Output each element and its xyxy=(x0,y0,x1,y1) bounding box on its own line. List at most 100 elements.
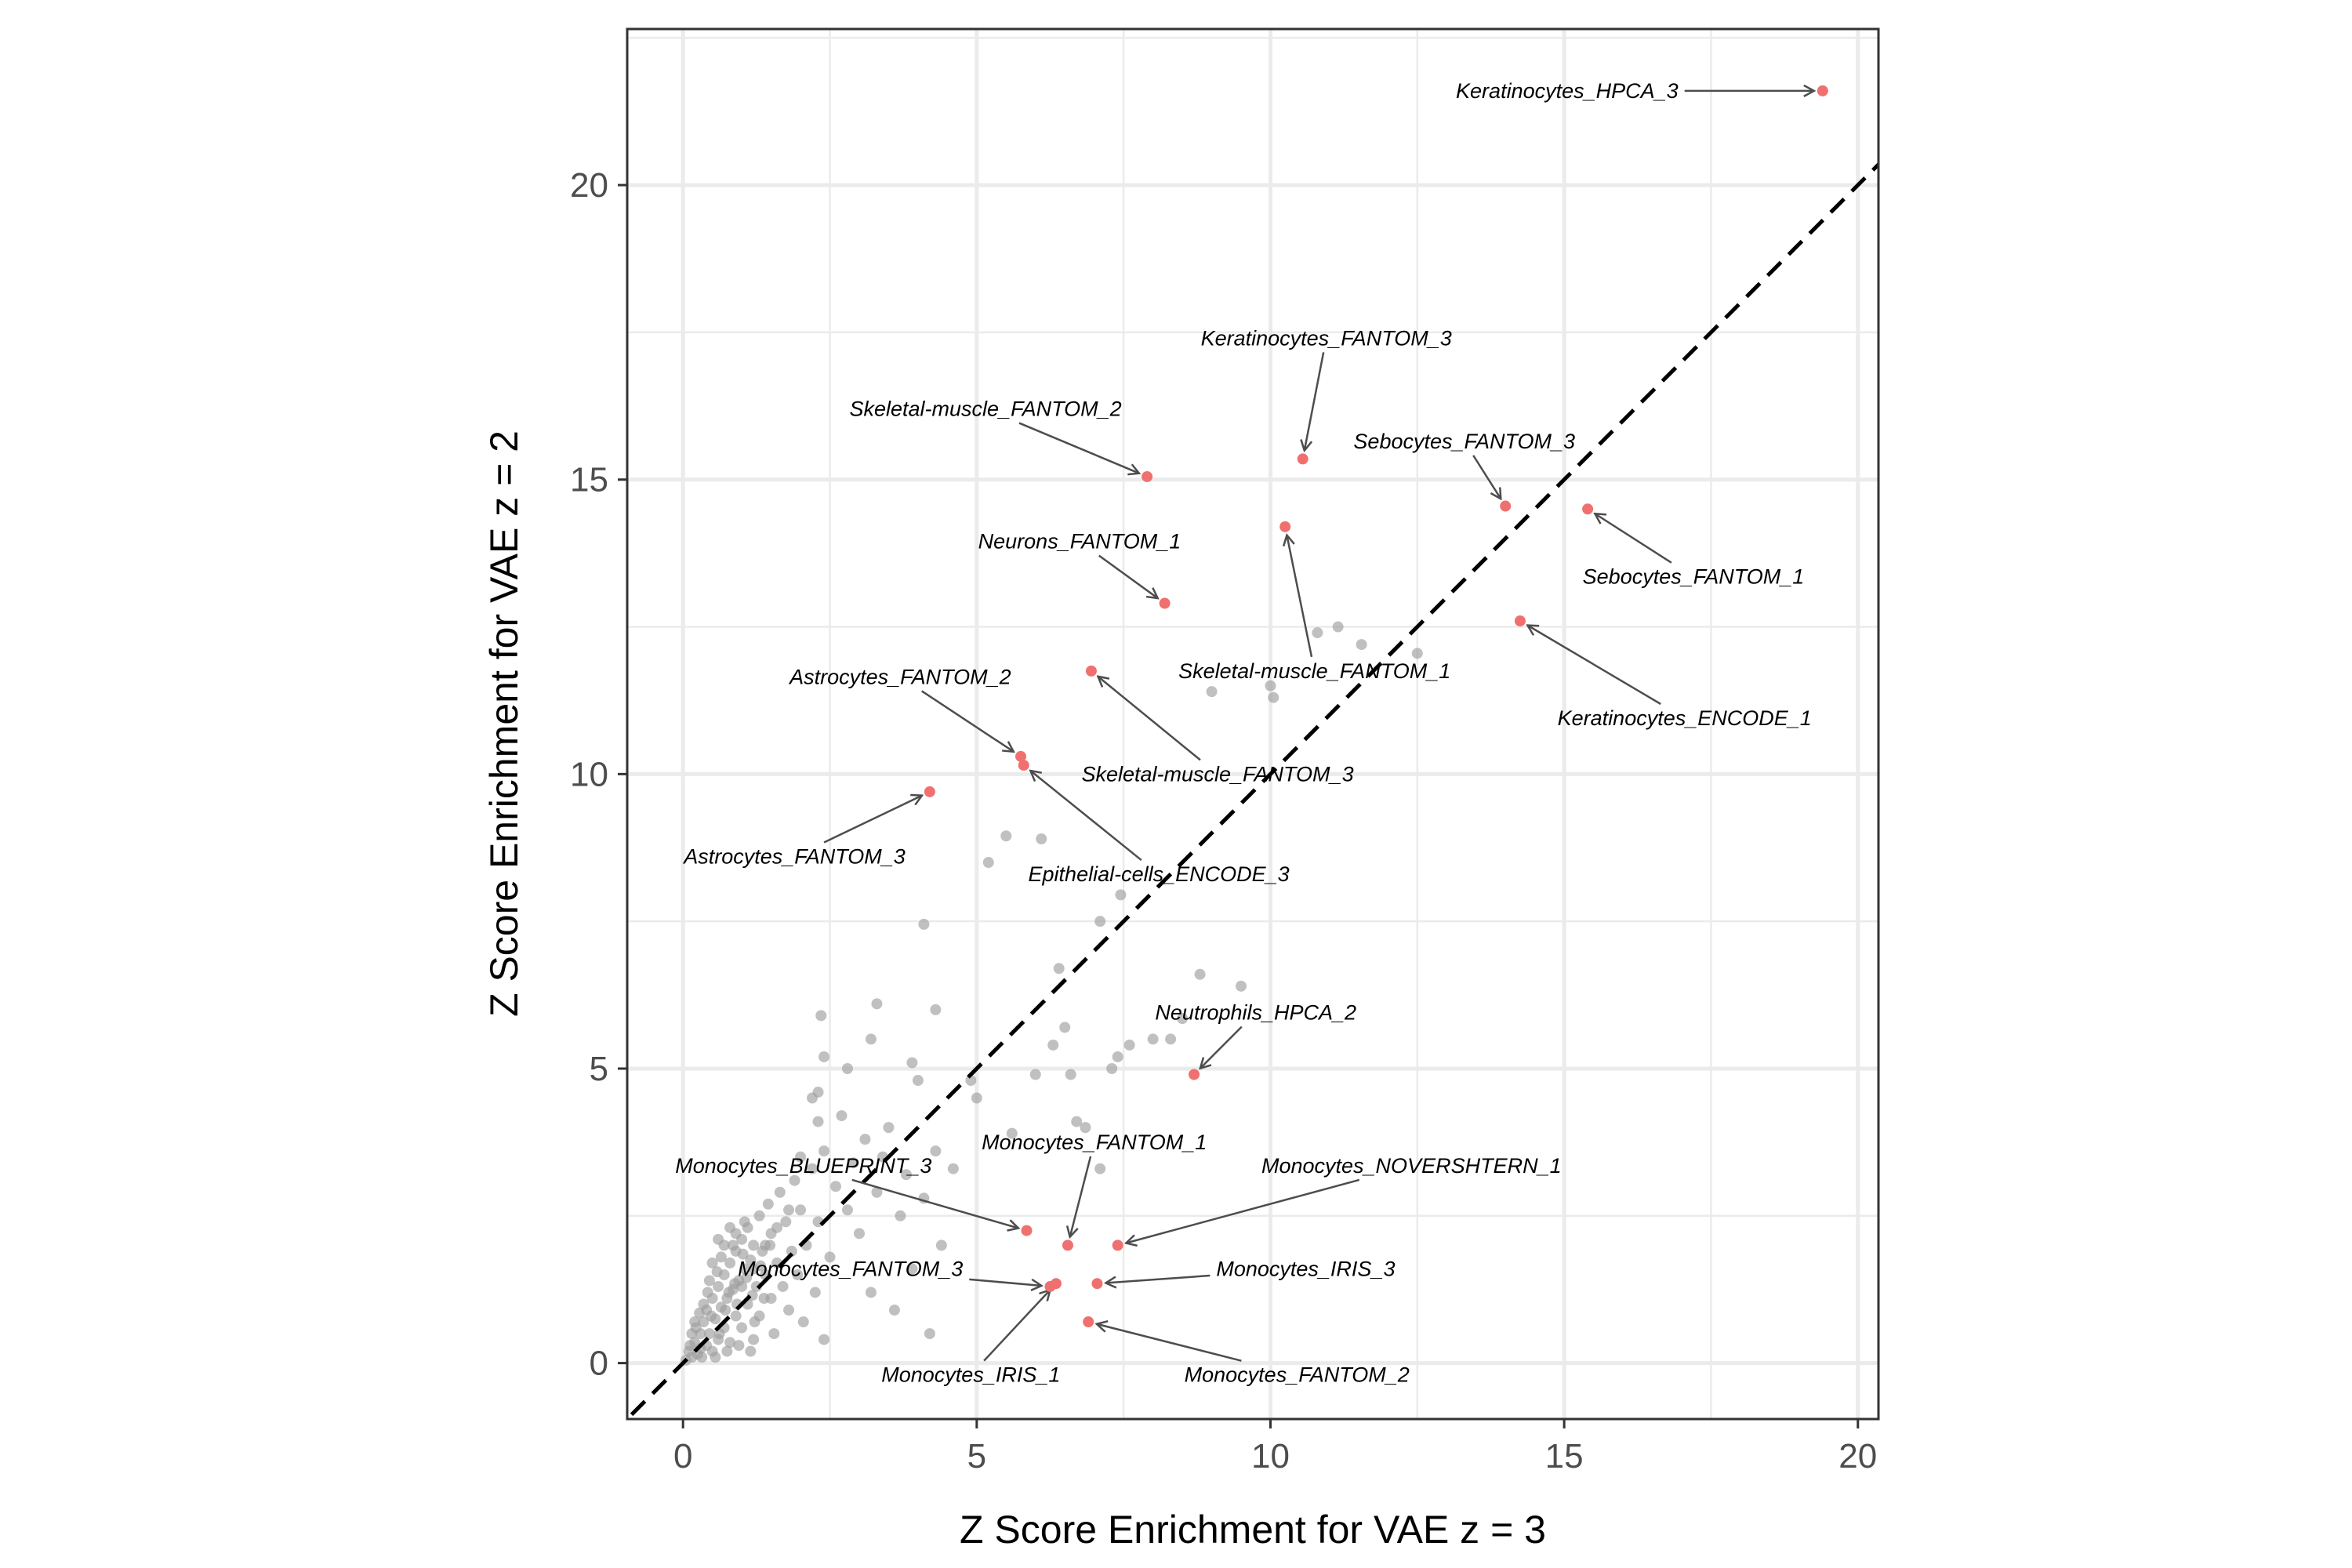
data-point xyxy=(930,1004,942,1015)
data-point xyxy=(982,857,994,869)
data-point xyxy=(792,1269,804,1280)
data-point xyxy=(690,1322,702,1334)
highlighted-point xyxy=(1297,453,1308,465)
data-point xyxy=(935,1240,947,1251)
data-point xyxy=(753,1210,765,1221)
data-point xyxy=(895,1210,906,1221)
data-point xyxy=(1332,621,1344,633)
data-point xyxy=(1177,1013,1189,1025)
highlighted-points xyxy=(924,85,1828,1328)
data-point xyxy=(1036,833,1047,844)
data-point xyxy=(815,1010,827,1022)
data-point xyxy=(783,1204,795,1216)
annotation-arrow xyxy=(1031,771,1142,862)
data-point xyxy=(1059,1022,1071,1033)
data-point xyxy=(818,1051,830,1062)
data-point xyxy=(1356,639,1367,651)
data-point xyxy=(724,1337,736,1348)
data-point xyxy=(795,1204,807,1216)
annotation-arrow xyxy=(1595,514,1672,564)
data-point xyxy=(807,1163,818,1174)
annotation-arrows xyxy=(823,91,1813,1362)
data-point xyxy=(730,1228,742,1240)
annotation-arrow xyxy=(1287,536,1313,658)
data-point xyxy=(739,1263,750,1275)
data-point xyxy=(780,1216,792,1228)
data-point xyxy=(947,1163,959,1174)
point-label: Sebocytes_FANTOM_3 xyxy=(1353,430,1575,453)
y-tick-label: 10 xyxy=(570,755,608,793)
data-point xyxy=(694,1307,706,1319)
annotation-arrow xyxy=(851,1178,1018,1228)
data-point xyxy=(684,1340,696,1352)
data-point xyxy=(871,1186,883,1198)
data-point xyxy=(912,1075,924,1087)
highlighted-point xyxy=(1091,1278,1103,1290)
highlighted-point xyxy=(1514,615,1526,627)
data-point xyxy=(762,1198,774,1210)
data-point xyxy=(696,1352,708,1363)
annotation-arrow xyxy=(1305,352,1325,449)
data-point xyxy=(1106,1062,1118,1074)
x-tick-label: 10 xyxy=(1251,1437,1290,1475)
data-point xyxy=(918,918,930,930)
annotation-arrow xyxy=(1098,554,1157,598)
data-point xyxy=(745,1254,757,1266)
data-point xyxy=(703,1275,715,1287)
y-tick-label: 15 xyxy=(570,461,608,499)
point-label: Neutrophils_HPCA_2 xyxy=(1155,1001,1356,1025)
data-point xyxy=(906,1263,918,1275)
data-point xyxy=(865,1033,877,1045)
data-point xyxy=(711,1266,723,1278)
data-point xyxy=(758,1292,770,1304)
data-point xyxy=(1165,1033,1177,1045)
x-tick-label: 5 xyxy=(967,1437,986,1475)
point-label: Skeletal-muscle_FANTOM_3 xyxy=(1081,762,1353,786)
data-point xyxy=(1071,1116,1083,1127)
point-label: Keratinocytes_FANTOM_3 xyxy=(1201,326,1452,350)
data-point xyxy=(706,1310,717,1322)
point-label: Keratinocytes_HPCA_3 xyxy=(1456,79,1679,103)
data-point xyxy=(1112,1051,1123,1062)
annotation-arrow xyxy=(1070,1156,1092,1236)
data-point xyxy=(818,1334,830,1345)
data-point xyxy=(1194,968,1206,980)
data-point xyxy=(1000,830,1012,842)
data-point xyxy=(797,1316,809,1328)
data-point xyxy=(702,1287,713,1298)
highlighted-point xyxy=(924,786,935,797)
annotation-arrow xyxy=(1201,1025,1243,1068)
highlighted-point xyxy=(1112,1240,1123,1251)
data-point xyxy=(1094,916,1106,927)
point-label: Sebocytes_FANTOM_1 xyxy=(1583,565,1805,589)
annotation-arrow xyxy=(1098,677,1201,761)
annotation-arrow xyxy=(969,1278,1040,1286)
point-label: Monocytes_FANTOM_2 xyxy=(1185,1363,1410,1387)
data-point xyxy=(730,1310,742,1322)
data-point xyxy=(777,1280,789,1292)
data-point xyxy=(836,1110,848,1122)
data-point xyxy=(1065,1069,1076,1080)
data-point xyxy=(710,1352,721,1363)
background-points xyxy=(680,621,1423,1366)
point-label: Skeletal-muscle_FANTOM_2 xyxy=(850,397,1122,421)
data-point xyxy=(774,1186,786,1198)
highlighted-point xyxy=(1085,665,1097,677)
data-point xyxy=(741,1272,753,1283)
data-point xyxy=(724,1257,736,1269)
data-point xyxy=(841,1204,853,1216)
data-point xyxy=(1094,1163,1106,1174)
data-point xyxy=(900,1169,912,1181)
annotation-arrow xyxy=(1127,1178,1360,1243)
data-point xyxy=(736,1322,748,1334)
y-tick-label: 0 xyxy=(590,1345,608,1383)
data-point xyxy=(720,1305,731,1316)
data-point xyxy=(1312,627,1323,639)
point-label: Monocytes_IRIS_3 xyxy=(1216,1257,1395,1280)
point-label: Astrocytes_FANTOM_3 xyxy=(682,845,906,869)
point-label: Keratinocytes_ENCODE_1 xyxy=(1558,706,1812,730)
panel-border xyxy=(626,27,1880,1421)
data-point xyxy=(841,1062,853,1074)
point-label: Skeletal-muscle_FANTOM_1 xyxy=(1178,659,1450,683)
data-point xyxy=(848,1157,859,1169)
